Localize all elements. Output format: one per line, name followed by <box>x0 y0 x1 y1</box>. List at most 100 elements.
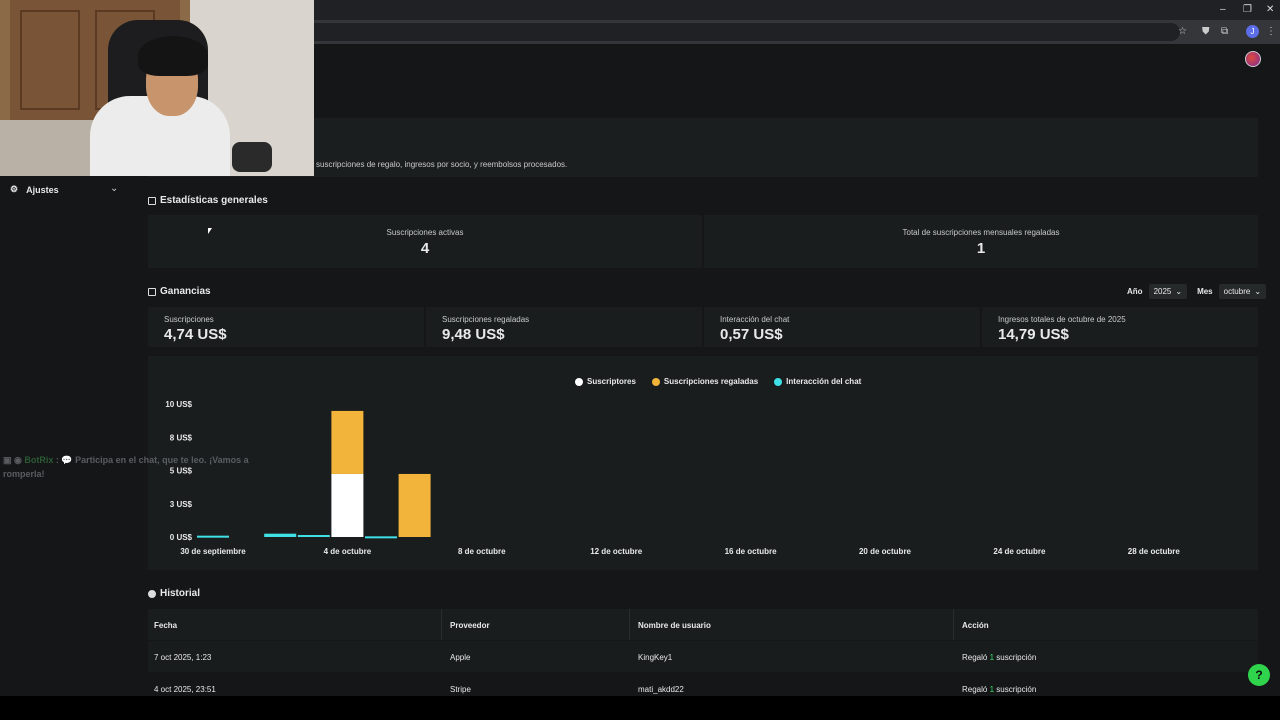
mouse-cursor-icon <box>208 228 212 234</box>
history-title: Historial <box>160 588 201 599</box>
earnings-title: Ganancias <box>160 286 211 297</box>
gifted-total-label: Total de suscripciones mensuales regalad… <box>902 228 1060 237</box>
month-label: Mes <box>1197 287 1213 296</box>
action-cell: Regaló 1 suscripción <box>962 685 1036 694</box>
action-object: suscripción <box>996 653 1037 662</box>
provider-cell: Stripe <box>450 685 471 694</box>
sidebar-item-label: Ajustes <box>26 184 59 195</box>
bottom-strip <box>0 696 1280 720</box>
active-subs-card: Suscripciones activas 4 <box>148 215 702 268</box>
x-tick-label: 4 de octubre <box>324 547 372 556</box>
earnings-card: Interacción del chat 0,57 US$ <box>704 307 980 347</box>
earnings-card-value: 9,48 US$ <box>442 326 505 343</box>
y-tick-label: 8 US$ <box>170 433 193 442</box>
bookmark-star-icon[interactable]: ☆ <box>1178 26 1187 37</box>
help-chat-button[interactable]: ? <box>1248 664 1270 686</box>
clock-icon <box>148 589 156 598</box>
chat-username: BotRix <box>24 455 54 465</box>
column-header[interactable]: Acción <box>962 621 989 630</box>
provider-cell: Apple <box>450 653 471 662</box>
overview-heading: Estadísticas generales <box>148 195 268 206</box>
legend-swatch <box>651 377 660 386</box>
column-header[interactable]: Nombre de usuario <box>638 621 711 630</box>
chevron-down-icon: ⌄ <box>1254 287 1262 296</box>
user-avatar[interactable] <box>1245 51 1261 67</box>
column-header[interactable]: Proveedor <box>450 621 490 630</box>
bar-segment <box>365 536 397 539</box>
browser-profile-avatar[interactable]: J <box>1246 25 1259 38</box>
earnings-card-label: Suscripciones regaladas <box>442 315 530 324</box>
action-count: 1 <box>989 653 995 662</box>
earnings-card-label: Interacción del chat <box>720 315 790 324</box>
year-select[interactable]: 2025 ⌄ <box>1148 284 1188 299</box>
chart-legend: Suscriptores Suscripciones regaladas Int… <box>575 377 861 386</box>
x-tick-label: 16 de octubre <box>725 547 778 556</box>
bar-segment <box>297 535 330 538</box>
table-header-row: Fecha Proveedor Nombre de usuario Acción <box>148 609 1258 640</box>
active-subs-value: 4 <box>420 240 430 257</box>
table-row[interactable]: 7 oct 2025, 1:23 Apple KingKey1 Regaló 1… <box>148 641 1258 672</box>
date-cell: 4 oct 2025, 23:51 <box>154 685 216 694</box>
action-verb: Regaló <box>962 685 988 694</box>
month-select[interactable]: octubre ⌄ <box>1218 284 1267 299</box>
y-tick-label: 10 US$ <box>165 400 192 409</box>
extension-shield-icon[interactable]: ⛊ <box>1202 26 1210 37</box>
chat-overlay: ▣ ◉ BotRix : 💬 Participa en el chat, que… <box>3 455 249 479</box>
active-subs-label: Suscripciones activas <box>386 228 464 237</box>
y-tick-label: 3 US$ <box>170 500 193 509</box>
username-cell: mati_akdd22 <box>638 685 684 694</box>
action-cell: Regaló 1 suscripción <box>962 653 1036 662</box>
address-bar[interactable] <box>300 23 1180 41</box>
extensions-puzzle-icon[interactable]: ⧉ <box>1221 26 1229 37</box>
x-tick-label: 24 de octubre <box>993 547 1046 556</box>
restore-button[interactable]: ❐ <box>1243 4 1252 15</box>
bot-icon: ▣ ◉ <box>3 455 22 465</box>
table-row[interactable]: 4 oct 2025, 23:51 Stripe mati_akdd22 Reg… <box>148 673 1258 704</box>
legend-label: Suscripciones regaladas <box>663 377 759 386</box>
period-controls: Año 2025 ⌄ Mes octubre ⌄ <box>1127 284 1267 299</box>
microphone <box>232 142 272 172</box>
browser-tab-bar <box>0 0 1280 20</box>
chevron-down-icon[interactable]: ⌄ <box>110 183 119 194</box>
earnings-card-label: Ingresos totales de octubre de 2025 <box>998 315 1126 324</box>
webcam-background <box>20 10 80 110</box>
bar-segment <box>398 473 431 537</box>
minimize-button[interactable]: – <box>1220 4 1226 15</box>
history-heading: Historial <box>148 588 200 599</box>
chat-message: Participa en el chat, que te leo. ¡Vamos… <box>3 455 249 479</box>
legend-item[interactable]: Suscripciones regaladas <box>651 377 759 386</box>
column-header[interactable]: Fecha <box>154 621 178 630</box>
legend-swatch <box>774 377 783 386</box>
earnings-card-label: Suscripciones <box>164 315 214 324</box>
year-label: Año <box>1127 287 1143 296</box>
username-cell: KingKey1 <box>638 653 673 662</box>
x-tick-label: 20 de octubre <box>859 547 912 556</box>
sidebar-item-settings[interactable]: ⚙ Ajustes <box>10 184 59 195</box>
action-object: suscripción <box>996 685 1037 694</box>
gear-icon: ⚙ <box>10 184 19 194</box>
speech-bubble-icon: 💬 <box>61 455 73 465</box>
close-window-button[interactable]: ✕ <box>1266 4 1275 15</box>
overview-title: Estadísticas generales <box>160 195 268 206</box>
browser-menu-icon[interactable]: ⋮ <box>1266 26 1276 37</box>
year-value: 2025 <box>1153 287 1172 296</box>
chevron-down-icon: ⌄ <box>1175 287 1183 296</box>
column-divider <box>629 609 630 640</box>
streamer-hair <box>138 36 208 76</box>
legend-item[interactable]: Suscriptores <box>575 377 636 386</box>
legend-swatch <box>575 377 583 386</box>
earnings-card: Ingresos totales de octubre de 2025 14,7… <box>982 307 1258 347</box>
x-tick-label: 12 de octubre <box>590 547 643 556</box>
gifted-total-value: 1 <box>976 240 986 257</box>
banner-description: suscripciones de regalo, ingresos por so… <box>316 160 568 169</box>
info-banner <box>148 118 1258 177</box>
bar-segment <box>264 533 297 537</box>
legend-item[interactable]: Interacción del chat <box>774 377 861 386</box>
bar-segment <box>331 473 364 537</box>
earnings-card: Suscripciones 4,74 US$ <box>148 307 424 347</box>
x-tick-label: 28 de octubre <box>1128 547 1181 556</box>
stats-icon <box>148 196 156 205</box>
earnings-icon <box>148 287 156 296</box>
x-tick-label: 30 de septiembre <box>180 547 246 556</box>
earnings-card-value: 4,74 US$ <box>164 326 227 343</box>
